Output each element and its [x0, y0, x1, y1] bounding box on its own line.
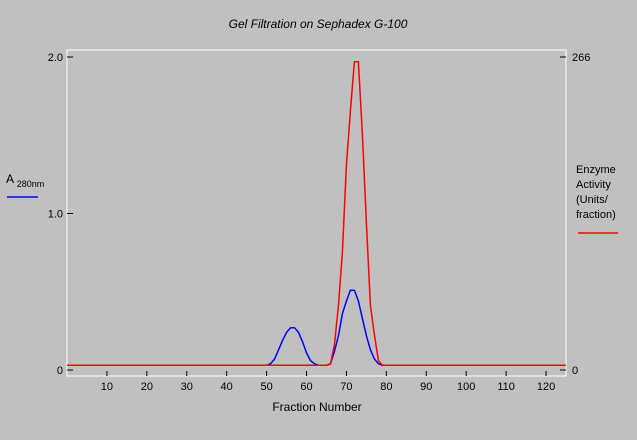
left-y-axis: 0 1.0 2.0: [48, 52, 73, 377]
x-tick-label: 20: [141, 381, 153, 393]
right-axis-legend: Enzyme Activity (Units/fraction): [576, 164, 618, 234]
left-axis-legend: A 280nm: [6, 172, 44, 198]
left-y-tick-label: 2.0: [48, 52, 63, 64]
x-tick-label: 50: [260, 381, 272, 393]
right-axis-label: Enzyme Activity (Units/fraction): [576, 164, 616, 221]
right-y-tick-label: 266: [572, 52, 590, 64]
right-axis-label-line: fraction): [576, 209, 616, 221]
left-axis-label-sub: 280nm: [17, 179, 45, 189]
x-tick-label: 120: [537, 381, 555, 393]
x-tick-label: 90: [420, 381, 432, 393]
right-y-tick-label: 0: [572, 365, 578, 377]
left-y-tick-label: 0: [57, 365, 63, 377]
x-tick-label: 110: [497, 381, 515, 393]
enzyme-activity-series-line: [67, 60, 566, 367]
plot-frame: [66, 49, 567, 377]
x-axis: 10 20 30 40 50 60 70 80 90 100 110 120: [101, 371, 555, 393]
left-y-tick-label: 1.0: [48, 209, 63, 221]
left-axis-label: A 280nm: [6, 172, 44, 189]
x-tick-label: 40: [221, 381, 233, 393]
left-axis-label-main: A: [6, 172, 14, 186]
x-tick-label: 100: [457, 381, 475, 393]
x-tick-label: 80: [380, 381, 392, 393]
chart-title: Gel Filtration on Sephadex G-100: [229, 17, 408, 31]
x-tick-label: 30: [181, 381, 193, 393]
right-y-axis: 0 266: [560, 52, 590, 377]
right-axis-label-line: (Units/: [576, 194, 609, 206]
x-tick-label: 10: [101, 381, 113, 393]
x-tick-label: 70: [340, 381, 352, 393]
right-axis-label-line: Activity: [576, 179, 611, 191]
plot-area: [66, 49, 567, 377]
x-tick-label: 60: [300, 381, 312, 393]
series-layer: [67, 60, 566, 367]
right-axis-label-line: Enzyme: [576, 164, 616, 176]
x-axis-label: Fraction Number: [272, 400, 361, 414]
